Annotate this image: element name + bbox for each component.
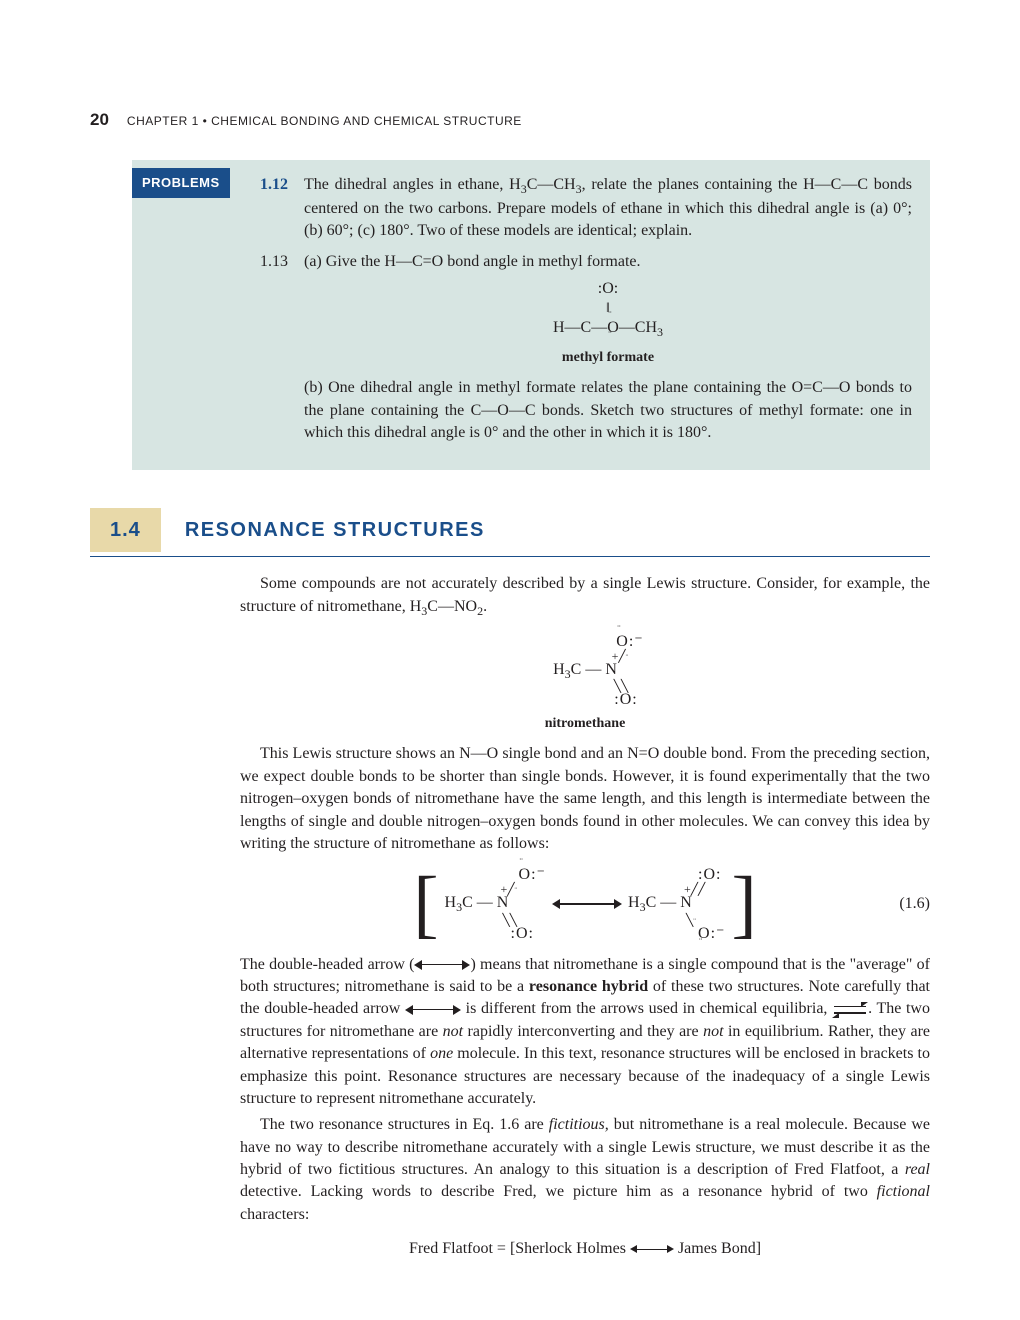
equation-number: (1.6) [899,893,930,915]
section-heading: 1.4 RESONANCE STRUCTURES [90,508,930,557]
problem-number: 1.13 [260,251,292,445]
paragraph: Some compounds are not accurately descri… [240,573,930,619]
lone-pair-o: :O: [598,280,618,297]
term-resonance-hybrid: resonance hybrid [529,978,648,995]
fred-rhs: James Bond] [678,1240,761,1257]
resonance-arrow-icon [552,898,622,910]
problem-item: 1.13 (a) Give the H—C=O bond angle in me… [260,251,912,445]
bottom-oxygen: :O: [526,692,643,708]
page-content: 20 CHAPTER 1 • CHEMICAL BONDING AND CHEM… [0,0,1020,1301]
fred-lhs: Fred Flatfoot = [Sherlock Holmes [409,1240,630,1257]
running-header: 20 CHAPTER 1 • CHEMICAL BONDING AND CHEM… [90,108,930,132]
equation-1-6: [ O¨:⁻ +╱¨ H3C — N ╲╲ :O: :O: +╱╱ H3C — … [240,867,930,941]
resonance-arrow-icon [630,1245,674,1255]
problem-number-link[interactable]: 1.12 [260,174,292,243]
top-oxygen: O¨:⁻ [526,634,643,650]
methyl-formate-structure: :O: ‖ H—C—O¨¨—CH3 [304,279,912,340]
problem-item: 1.12 The dihedral angles in ethane, H3C—… [260,174,912,243]
problems-list: 1.12 The dihedral angles in ethane, H3C—… [260,174,912,444]
section-body: Some compounds are not accurately descri… [240,573,930,1260]
page-number: 20 [90,108,109,132]
paragraph: This Lewis structure shows an N—O single… [240,743,930,855]
resonance-arrow-icon [414,959,470,971]
problem-text: The dihedral angles in ethane, H3C—CH3, … [304,174,912,243]
resonance-arrow-icon [405,1004,461,1016]
problems-box: PROBLEMS 1.12 The dihedral angles in eth… [132,160,930,470]
fred-flatfoot-equation: Fred Flatfoot = [Sherlock Holmes James B… [240,1238,930,1260]
bond-plus: +╱¨ [526,650,643,662]
paragraph: The double-headed arrow () means that ni… [240,954,930,1111]
formate-main-line: H—C—O¨¨—CH3 [553,319,663,336]
problem-part-b: (b) One dihedral angle in methyl formate… [304,377,912,444]
section-title: RESONANCE STRUCTURES [185,516,485,544]
equilibrium-arrow-icon [832,1003,868,1017]
nitromethane-label: nitromethane [240,714,930,734]
nitromethane-structure: O¨:⁻ +╱¨ H3C — N ╲╲ :O: [495,634,675,708]
problem-text: (a) Give the H—C=O bond angle in methyl … [304,251,912,445]
methyl-formate-label: methyl formate [304,348,912,368]
resonance-right: :O: +╱╱ H3C — N ╲¨ O¨:⁻ [628,867,725,941]
main-line: H3C — N [526,662,643,680]
resonance-left: O¨:⁻ +╱¨ H3C — N ╲╲ :O: [445,867,546,941]
problems-tag: PROBLEMS [132,168,230,198]
chapter-title: CHAPTER 1 • CHEMICAL BONDING AND CHEMICA… [127,113,522,130]
problem-part-a: (a) Give the H—C=O bond angle in methyl … [304,251,912,273]
paragraph: The two resonance structures in Eq. 1.6 … [240,1114,930,1226]
section-number: 1.4 [90,508,161,552]
